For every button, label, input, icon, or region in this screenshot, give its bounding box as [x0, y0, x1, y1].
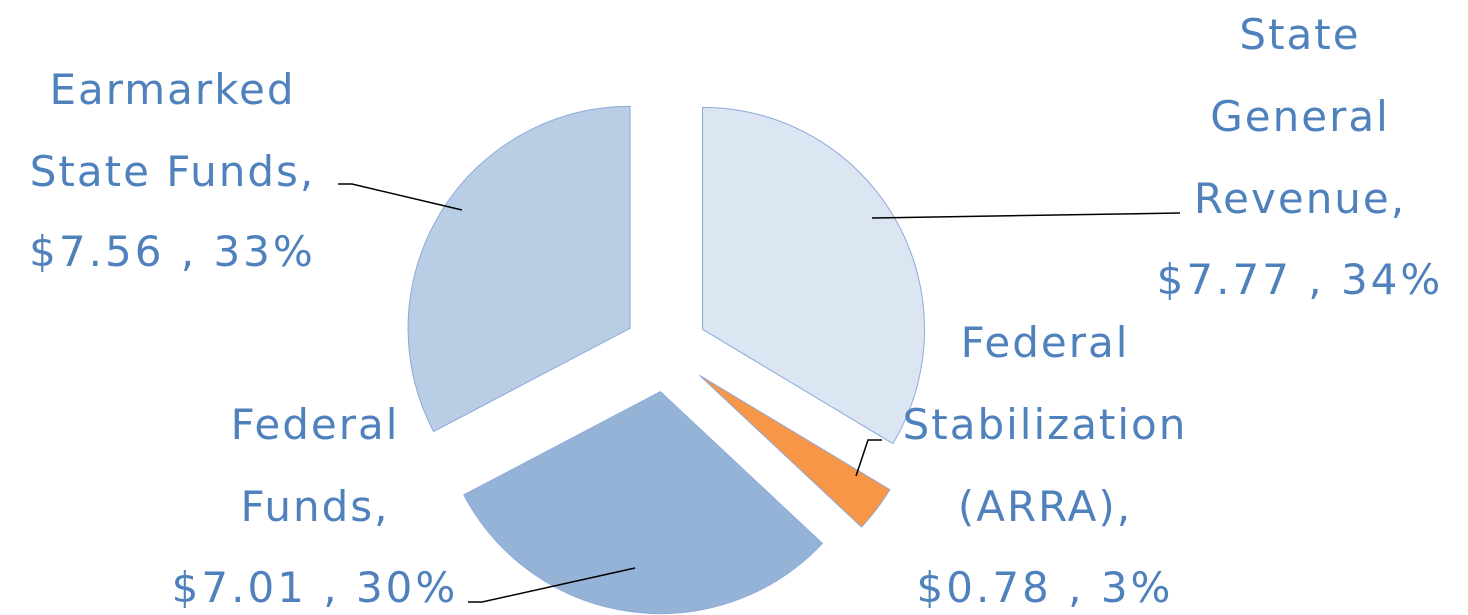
value-label: $7.56 , 33% — [29, 227, 316, 276]
pie-slice — [463, 391, 824, 615]
value-label: $7.01 , 30% — [171, 563, 459, 612]
pie-slice — [407, 105, 631, 433]
slice-label: Earmarked State Funds, — [29, 65, 316, 196]
leader-line — [871, 212, 1181, 219]
slice-label: Federal Funds, — [230, 400, 400, 531]
pie-slice — [699, 374, 891, 528]
value-label: $0.78 , 3% — [916, 563, 1174, 612]
leader-line — [338, 183, 463, 211]
leader-line — [855, 439, 882, 477]
pie-slice — [702, 106, 926, 445]
slice-label: State General Revenue, — [1193, 10, 1407, 223]
leader-lines — [338, 183, 1181, 603]
leader-line — [468, 567, 636, 603]
slice-label: Federal Stabilization (ARRA), — [902, 318, 1188, 531]
value-label: $7.77 , 34% — [1156, 255, 1444, 304]
